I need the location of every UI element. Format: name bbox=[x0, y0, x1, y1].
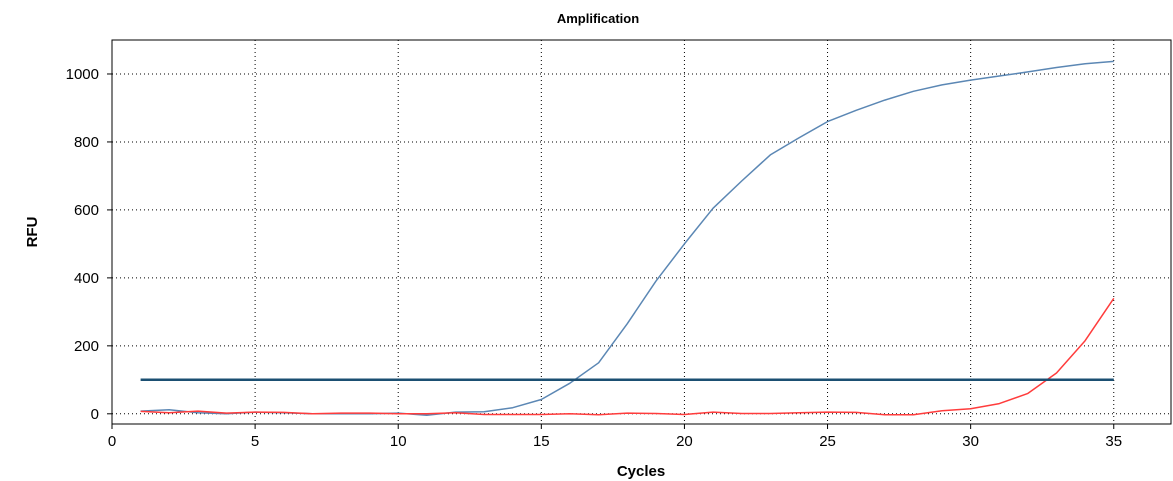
y-tick-label: 800 bbox=[74, 134, 99, 151]
y-axis-title: RFU bbox=[24, 217, 41, 248]
y-tick-label: 400 bbox=[74, 270, 99, 287]
series-layer bbox=[140, 60, 1115, 416]
x-tick-label: 25 bbox=[819, 433, 836, 450]
x-tick-label: 5 bbox=[251, 433, 259, 450]
chart-title: Amplification bbox=[557, 11, 639, 26]
axes: 0 5 10 15 20 25 30 35 0 200 400 600 800 1000 bbox=[66, 66, 1122, 450]
y-tick-label: 0 bbox=[91, 406, 99, 423]
y-tick-label: 1000 bbox=[66, 66, 99, 83]
series-line-2 bbox=[140, 297, 1115, 416]
series-line-1 bbox=[140, 60, 1114, 416]
x-tick-label: 35 bbox=[1105, 433, 1122, 450]
y-tick-label: 200 bbox=[74, 338, 99, 355]
x-tick-label: 30 bbox=[962, 433, 979, 450]
x-tick-label: 15 bbox=[533, 433, 550, 450]
x-tick-label: 0 bbox=[108, 433, 116, 450]
plot-frame bbox=[111, 39, 1172, 425]
x-tick-label: 20 bbox=[676, 433, 693, 450]
gridlines bbox=[112, 40, 1171, 424]
y-tick-label: 600 bbox=[74, 202, 99, 219]
x-axis-title: Cycles bbox=[617, 463, 665, 480]
x-tick-label: 10 bbox=[390, 433, 407, 450]
